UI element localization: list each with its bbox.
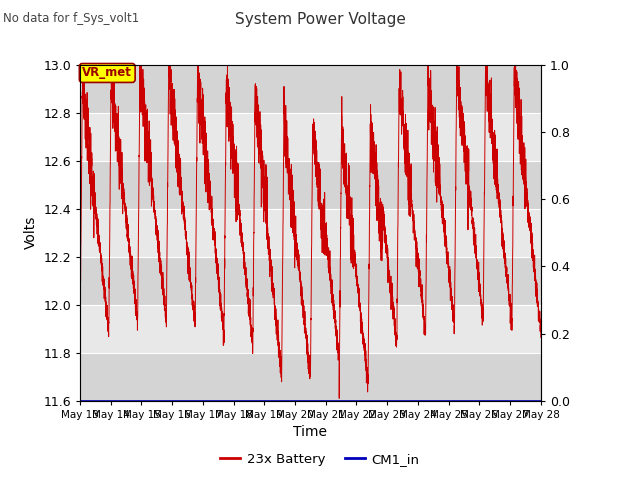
Text: System Power Voltage: System Power Voltage <box>235 12 405 27</box>
X-axis label: Time: Time <box>293 425 328 439</box>
Bar <box>80 209 541 257</box>
Bar <box>80 257 541 305</box>
Bar <box>80 353 541 401</box>
Legend: 23x Battery, CM1_in: 23x Battery, CM1_in <box>215 447 425 471</box>
Bar <box>80 113 541 161</box>
Bar <box>80 305 541 353</box>
Y-axis label: Volts: Volts <box>24 216 38 250</box>
Bar <box>80 161 541 209</box>
Text: No data for f_Sys_volt1: No data for f_Sys_volt1 <box>3 12 140 25</box>
Bar <box>80 65 541 113</box>
Text: VR_met: VR_met <box>83 67 132 80</box>
